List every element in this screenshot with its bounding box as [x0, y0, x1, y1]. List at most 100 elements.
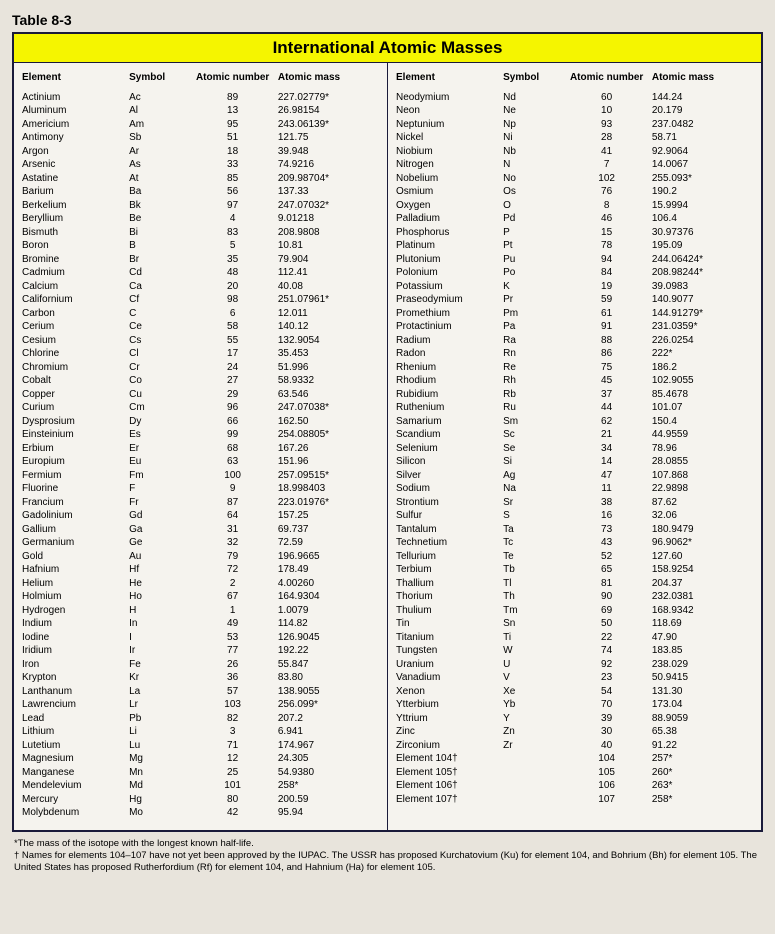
cell-number: 99 [193, 428, 272, 442]
table-row: GadoliniumGd64157.25 [22, 509, 379, 523]
cell-number: 65 [567, 563, 646, 577]
cell-symbol: Ca [129, 280, 193, 294]
cell-mass: 257.09515* [272, 469, 379, 483]
cell-element: Nitrogen [396, 158, 503, 172]
cell-mass: 158.9254 [646, 563, 753, 577]
cell-mass: 208.98244* [646, 266, 753, 280]
table-row: CeriumCe58140.12 [22, 320, 379, 334]
cell-mass: 227.02779* [272, 91, 379, 105]
cell-element: Cadmium [22, 266, 129, 280]
header-row: Element Symbol Atomic number Atomic mass [396, 69, 753, 91]
cell-mass: 251.07961* [272, 293, 379, 307]
cell-number: 39 [567, 712, 646, 726]
cell-element: Rhodium [396, 374, 503, 388]
cell-element: Copper [22, 388, 129, 402]
table-row: RadiumRa88226.0254 [396, 334, 753, 348]
cell-symbol: Fr [129, 496, 193, 510]
cell-mass: 96.9062* [646, 536, 753, 550]
cell-mass: 254.08805* [272, 428, 379, 442]
table-row: NeodymiumNd60144.24 [396, 91, 753, 105]
cell-element: Iron [22, 658, 129, 672]
cell-mass: 85.4678 [646, 388, 753, 402]
cell-number: 25 [193, 766, 272, 780]
cell-symbol: Ne [503, 104, 567, 118]
cell-mass: 9.01218 [272, 212, 379, 226]
cell-element: Aluminum [22, 104, 129, 118]
table-row: HolmiumHo67164.9304 [22, 590, 379, 604]
cell-number: 22 [567, 631, 646, 645]
cell-element: Niobium [396, 145, 503, 159]
table-row: FermiumFm100257.09515* [22, 469, 379, 483]
cell-number: 12 [193, 752, 272, 766]
cell-mass: 65.38 [646, 725, 753, 739]
cell-number: 5 [193, 239, 272, 253]
table-row: AluminumAl1326.98154 [22, 104, 379, 118]
table-row: RadonRn86222* [396, 347, 753, 361]
cell-element: Silicon [396, 455, 503, 469]
cell-number: 4 [193, 212, 272, 226]
cell-symbol: Eu [129, 455, 193, 469]
cell-mass: 138.9055 [272, 685, 379, 699]
cell-mass: 208.9808 [272, 226, 379, 240]
cell-number: 17 [193, 347, 272, 361]
cell-element: Holmium [22, 590, 129, 604]
cell-element: Mendelevium [22, 779, 129, 793]
cell-mass: 107.868 [646, 469, 753, 483]
cell-symbol: Ru [503, 401, 567, 415]
table-row: AntimonySb51121.75 [22, 131, 379, 145]
table-row: GermaniumGe3272.59 [22, 536, 379, 550]
right-column: Element Symbol Atomic number Atomic mass… [388, 63, 761, 830]
cell-element: Indium [22, 617, 129, 631]
cell-symbol: B [129, 239, 193, 253]
col-mass: Atomic mass [646, 69, 753, 91]
table-row: RheniumRe75186.2 [396, 361, 753, 375]
cell-element: Element 105† [396, 766, 503, 780]
table-row: CuriumCm96247.07038* [22, 401, 379, 415]
cell-number: 19 [567, 280, 646, 294]
cell-symbol: P [503, 226, 567, 240]
table-row: IndiumIn49114.82 [22, 617, 379, 631]
cell-symbol: Th [503, 590, 567, 604]
cell-mass: 164.9304 [272, 590, 379, 604]
cell-number: 32 [193, 536, 272, 550]
cell-mass: 10.81 [272, 239, 379, 253]
cell-symbol: Te [503, 550, 567, 564]
table-row: ThuliumTm69168.9342 [396, 604, 753, 618]
table-row: NickelNi2858.71 [396, 131, 753, 145]
cell-element: Astatine [22, 172, 129, 186]
table-row: Element 106†106263* [396, 779, 753, 793]
cell-symbol: C [129, 307, 193, 321]
cell-element: Ytterbium [396, 698, 503, 712]
cell-number: 47 [567, 469, 646, 483]
table-row: HeliumHe24.00260 [22, 577, 379, 591]
cell-number: 71 [193, 739, 272, 753]
cell-symbol: Gd [129, 509, 193, 523]
footnotes: *The mass of the isotope with the longes… [12, 832, 763, 877]
cell-mass: 92.9064 [646, 145, 753, 159]
cell-symbol: No [503, 172, 567, 186]
table-row: CopperCu2963.546 [22, 388, 379, 402]
cell-symbol: Yb [503, 698, 567, 712]
cell-number: 105 [567, 766, 646, 780]
cell-mass: 26.98154 [272, 104, 379, 118]
cell-element: Magnesium [22, 752, 129, 766]
cell-mass: 222* [646, 347, 753, 361]
table-row: GalliumGa3169.737 [22, 523, 379, 537]
table-row: TantalumTa73180.9479 [396, 523, 753, 537]
cell-mass: 255.093* [646, 172, 753, 186]
cell-mass: 24.305 [272, 752, 379, 766]
cell-mass: 74.9216 [272, 158, 379, 172]
table-row: YttriumY3988.9059 [396, 712, 753, 726]
table-row: LawrenciumLr103256.099* [22, 698, 379, 712]
cell-mass: 200.59 [272, 793, 379, 807]
table-row: SiliconSi1428.0855 [396, 455, 753, 469]
cell-symbol: Ho [129, 590, 193, 604]
cell-number: 14 [567, 455, 646, 469]
table-row: TinSn50118.69 [396, 617, 753, 631]
cell-symbol: Mg [129, 752, 193, 766]
cell-symbol: Tc [503, 536, 567, 550]
cell-mass: 180.9479 [646, 523, 753, 537]
cell-number: 104 [567, 752, 646, 766]
cell-mass: 232.0381 [646, 590, 753, 604]
cell-symbol: Be [129, 212, 193, 226]
